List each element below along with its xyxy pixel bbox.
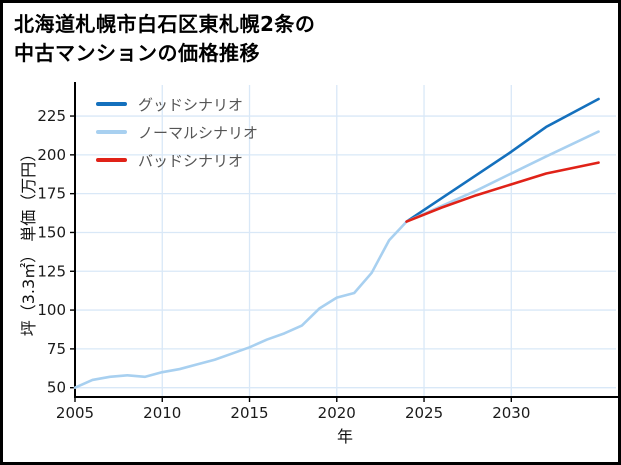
x-tick-label: 2030 (492, 404, 530, 422)
chart-legend: グッドシナリオ ノーマルシナリオ バッドシナリオ (96, 90, 258, 174)
good-scenario-line-swatch (96, 102, 127, 106)
history-price-line (73, 220, 408, 389)
chart-title-line-2: 中古マンションの価格推移 (14, 41, 260, 65)
y-tick-label: 125 (37, 262, 66, 280)
y-tick-label: 50 (47, 379, 66, 397)
bad-scenario-line-swatch (96, 158, 127, 162)
x-tick-label: 2015 (230, 404, 268, 422)
legend-item-normal-scenario: ノーマルシナリオ (96, 118, 258, 146)
y-tick-label: 100 (37, 301, 66, 319)
chart-title-line-1: 北海道札幌市白石区東札幌2条の (14, 12, 316, 36)
x-axis-title: 年 (336, 427, 354, 446)
y-tick-label: 75 (47, 340, 66, 358)
bad-scenario-line (405, 161, 600, 223)
y-tick-label: 200 (37, 146, 66, 164)
legend-item-good-scenario: グッドシナリオ (96, 90, 258, 118)
legend-item-bad-scenario: バッドシナリオ (96, 146, 258, 174)
x-tick-label: 2025 (405, 404, 443, 422)
x-tick-label: 2010 (143, 404, 181, 422)
normal-scenario-line (405, 130, 600, 223)
chart-title: 北海道札幌市白石区東札幌2条の 中古マンションの価格推移 (14, 10, 315, 68)
x-tick-label: 2020 (318, 404, 356, 422)
y-tick-label: 175 (37, 185, 66, 203)
good-scenario-label: グッドシナリオ (138, 95, 244, 114)
normal-scenario-line-swatch (96, 130, 127, 134)
y-tick-label: 150 (37, 223, 66, 241)
y-axis-title: 坪（3.3㎡） 単価（万円） (19, 145, 38, 337)
good-scenario-line (405, 97, 600, 223)
x-tick-label: 2005 (56, 404, 94, 422)
y-tick-label: 225 (37, 107, 66, 125)
normal-scenario-label: ノーマルシナリオ (138, 123, 259, 142)
bad-scenario-label: バッドシナリオ (138, 151, 244, 170)
